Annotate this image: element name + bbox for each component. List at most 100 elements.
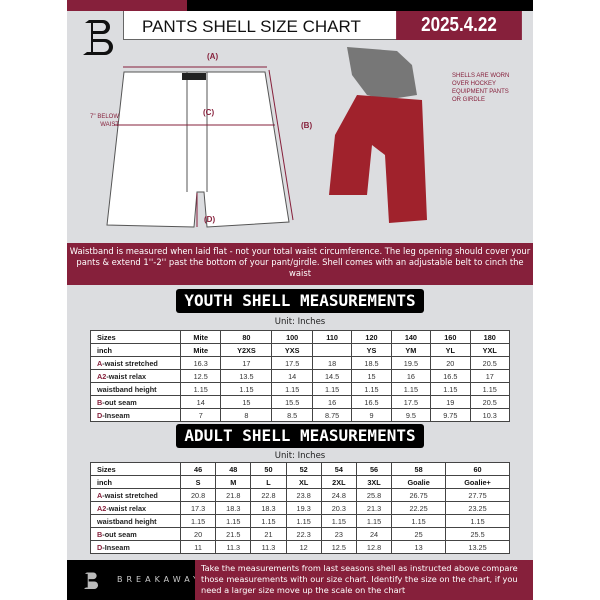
table-row: inch S M L XL 2XL 3XL Goalie Goalie+ (90, 475, 510, 489)
table-cell: 20 (179, 527, 217, 541)
table-cell: 21 (250, 527, 287, 541)
table-cell: 54 (320, 462, 357, 476)
table-cell: 23.25 (445, 501, 510, 515)
table-row: A2-waist relax 17.3 18.3 18.3 19.3 20.3 21.3 22… (90, 501, 510, 515)
table-row: D-Inseam 7 8 8.5 8.75 9 9.5 9.75 10.3 (90, 408, 511, 422)
youth-unit-label: Unit: Inches (274, 317, 326, 327)
adult-unit-label: Unit: Inches (274, 451, 326, 461)
table-cell: 46 (179, 462, 217, 476)
table-cell: Goalie+ (445, 475, 510, 489)
table-cell: 1.15 (215, 514, 252, 528)
table-cell: 27.75 (445, 488, 510, 502)
table-cell: 10.3 (469, 408, 511, 422)
girdle-image (347, 47, 417, 100)
table-cell: 21.8 (215, 488, 252, 502)
table-cell: 14.5 (311, 369, 353, 383)
table-cell: Mite (179, 343, 222, 357)
footer-instructions: Take the measurements from last seasons … (195, 560, 533, 600)
breakaway-footer-logo-icon (83, 572, 99, 589)
table-cell: 12.5 (179, 369, 222, 383)
row-label-text: Sizes (97, 464, 116, 474)
shells-note: SHELLS ARE WORN OVER HOCKEY EQUIPMENT PA… (452, 73, 510, 103)
table-cell: 60 (445, 462, 510, 476)
row-label-text: Sizes (97, 332, 116, 342)
table-cell: 15 (220, 395, 273, 409)
table-row: A2-waist relax 12.5 13.5 14 14.5 15 16 16.5 17 (90, 369, 511, 383)
table-cell: 17 (220, 356, 273, 370)
size-chart-page: PANTS SHELL SIZE CHART 2025.4.22 (A) (C)… (67, 0, 533, 600)
table-cell: 12 (285, 540, 322, 554)
table-cell: 25.8 (355, 488, 393, 502)
table-cell: 13.25 (445, 540, 510, 554)
table-cell: 2XL (320, 475, 357, 489)
table-cell: 140 (390, 330, 432, 344)
table-cell: 3XL (355, 475, 393, 489)
table-cell: 80 (220, 330, 273, 344)
row-label: D-Inseam (90, 408, 181, 422)
table-cell: 1.15 (285, 514, 322, 528)
row-label-text: inch (97, 345, 112, 355)
table-cell: 22.3 (285, 527, 322, 541)
table-cell: 1.15 (390, 382, 432, 396)
table-row: waistband height 1.15 1.15 1.15 1.15 1.15 1.15… (90, 514, 510, 528)
table-row: inch Mite Y2XS YXS YS YM YL YXL (90, 343, 511, 357)
table-cell: 1.15 (320, 514, 357, 528)
row-label-key: A2 (97, 503, 107, 513)
row-label: waistband height (90, 382, 181, 396)
table-cell: 1.15 (250, 514, 287, 528)
table-cell: 25 (391, 527, 447, 541)
row-label-key: D (97, 542, 103, 552)
row-label-key: B (97, 397, 103, 407)
row-label: Sizes (90, 462, 181, 476)
pants-diagram (106, 47, 427, 228)
table-cell: 100 (271, 330, 313, 344)
table-cell: 15 (351, 369, 392, 383)
row-label-text: -waist relax (106, 371, 147, 381)
row-label-text: inch (97, 477, 112, 487)
table-cell: 18.3 (250, 501, 287, 515)
table-cell: 8 (220, 408, 273, 422)
row-label: A-waist stretched (90, 488, 181, 502)
measure-line-b (268, 69, 294, 221)
table-cell: 110 (311, 330, 353, 344)
row-label: A-waist stretched (90, 356, 181, 370)
table-cell: 16.3 (179, 356, 222, 370)
table-cell: 18.5 (351, 356, 392, 370)
table-cell: 17.5 (390, 395, 432, 409)
table-cell: 22.8 (250, 488, 287, 502)
table-cell: 160 (430, 330, 471, 344)
table-cell: M (215, 475, 252, 489)
table-cell: 16.5 (351, 395, 392, 409)
breakaway-logo-icon (83, 20, 113, 55)
table-cell: YM (390, 343, 432, 357)
table-cell: 26.75 (391, 488, 447, 502)
table-cell: 20.5 (469, 395, 511, 409)
row-label: D-Inseam (90, 540, 181, 554)
table-cell: 9.75 (430, 408, 471, 422)
table-row: A-waist stretched 20.8 21.8 22.8 23.8 24.8 25.… (90, 488, 510, 502)
row-label: B-out seam (90, 395, 181, 409)
table-cell: 19.3 (285, 501, 322, 515)
table-cell: Mite (179, 330, 222, 344)
row-label-key: B (97, 529, 103, 539)
table-cell (311, 343, 353, 357)
row-label-text: -waist stretched (102, 490, 158, 500)
adult-size-table: Sizes 46 48 50 52 54 56 58 60 inch S M L XL 2XL 3XL Goal… (90, 462, 510, 554)
table-cell: 9.5 (390, 408, 432, 422)
table-cell: 52 (285, 462, 322, 476)
date-badge: 2025.4.22 (396, 11, 522, 40)
row-label-text: -Inseam (102, 542, 130, 552)
table-cell: 11.3 (215, 540, 252, 554)
row-label: B-out seam (90, 527, 181, 541)
table-cell: 11 (179, 540, 217, 554)
table-cell: 58 (391, 462, 447, 476)
table-cell: YXL (469, 343, 511, 357)
adult-section-title: ADULT SHELL MEASUREMENTS (176, 424, 424, 448)
row-label: inch (90, 475, 181, 489)
table-cell: 19 (430, 395, 471, 409)
youth-section-title: YOUTH SHELL MEASUREMENTS (176, 289, 424, 313)
table-cell: 7 (179, 408, 222, 422)
label-a: (A) (207, 52, 219, 61)
brand-name: BREAKAWAY (117, 575, 202, 584)
table-cell: 1.15 (469, 382, 511, 396)
